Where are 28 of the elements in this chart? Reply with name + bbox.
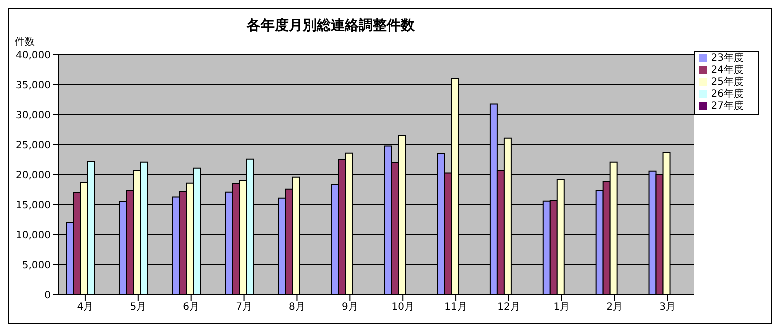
legend-label: 25年度 [711, 77, 744, 88]
x-tick-label: 2月 [606, 302, 624, 314]
x-tick-label: 8月 [289, 302, 306, 314]
x-tick-label: 4月 [77, 302, 94, 314]
y-tick-label: 40,000 [16, 50, 51, 62]
x-tick-label: 7月 [236, 302, 252, 314]
x-tick-label: 1月 [554, 302, 570, 314]
y-tick-label: 30,000 [16, 110, 51, 122]
legend-label: 24年度 [711, 65, 744, 76]
y-tick-label: 20,000 [16, 170, 51, 182]
x-tick-label: 3月 [660, 302, 676, 314]
x-tick-label: 9月 [342, 302, 358, 314]
legend-label: 23年度 [711, 53, 744, 64]
y-tick-label: 5,000 [22, 260, 51, 272]
chart-title: 各年度月別総連絡調整件数 [246, 17, 416, 35]
legend-label: 26年度 [711, 89, 744, 100]
y-tick-label: 15,000 [16, 200, 51, 212]
y-tick-label: 10,000 [16, 230, 51, 242]
x-tick-label: 12月 [498, 302, 520, 314]
x-tick-label: 11月 [444, 302, 468, 314]
x-tick-label: 5月 [130, 302, 147, 314]
x-tick-label: 6月 [183, 302, 200, 314]
x-tick-label: 10月 [392, 302, 414, 314]
legend-label: 27年度 [711, 101, 744, 112]
y-axis-title: 件数 [15, 36, 35, 49]
y-tick-label: 25,000 [16, 140, 51, 152]
y-tick-label: 35,000 [16, 80, 51, 92]
y-tick-label: 0 [44, 290, 51, 302]
